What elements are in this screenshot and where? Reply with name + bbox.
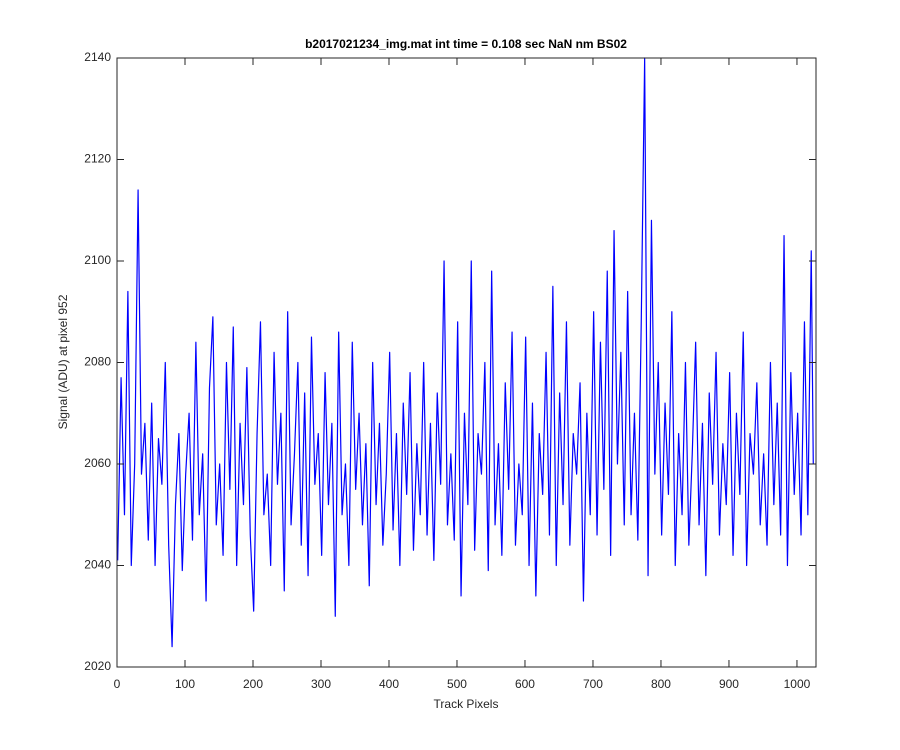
x-tick-label: 600 bbox=[515, 677, 535, 691]
x-axis-label: Track Pixels bbox=[434, 697, 499, 711]
y-axis-label: Signal (ADU) at pixel 952 bbox=[56, 294, 70, 429]
x-tick-label: 100 bbox=[175, 677, 195, 691]
y-tick-label: 2020 bbox=[84, 659, 111, 673]
y-tick-label: 2120 bbox=[84, 152, 111, 166]
x-tick-label: 900 bbox=[719, 677, 739, 691]
y-tick-label: 2080 bbox=[84, 355, 111, 369]
x-tick-label: 800 bbox=[651, 677, 671, 691]
y-tick-label: 2060 bbox=[84, 456, 111, 470]
data-line bbox=[117, 57, 814, 648]
chart-title: b2017021234_img.mat int time = 0.108 sec… bbox=[305, 37, 627, 51]
x-tick-label: 400 bbox=[379, 677, 399, 691]
x-tick-label: 1000 bbox=[784, 677, 811, 691]
x-tick-label: 500 bbox=[447, 677, 467, 691]
y-tick-label: 2140 bbox=[84, 50, 111, 64]
y-tick-label: 2100 bbox=[84, 253, 111, 267]
x-tick-label: 0 bbox=[114, 677, 121, 691]
y-tick-label: 2040 bbox=[84, 558, 111, 572]
x-tick-label: 300 bbox=[311, 677, 331, 691]
x-tick-label: 700 bbox=[583, 677, 603, 691]
x-tick-label: 200 bbox=[243, 677, 263, 691]
